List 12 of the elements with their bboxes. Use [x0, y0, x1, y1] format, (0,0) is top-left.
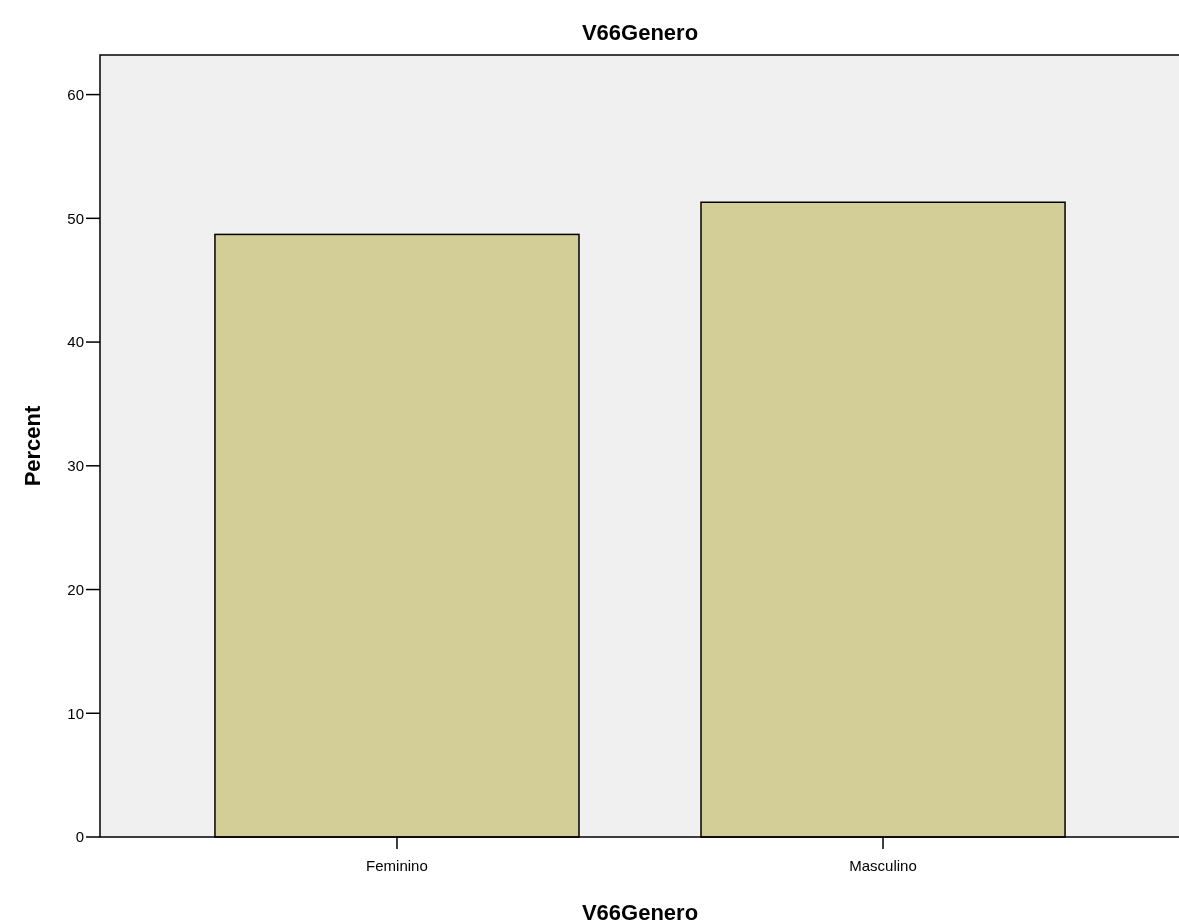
- y-tick-label: 60: [67, 85, 84, 103]
- y-tick-label: 20: [67, 580, 84, 598]
- x-axis-title: V66Genero: [581, 900, 699, 922]
- y-tick-label: 10: [67, 704, 84, 722]
- y-tick-label: 50: [67, 209, 84, 227]
- chart-title: V66Genero: [581, 20, 699, 45]
- y-tick-label: 40: [67, 333, 84, 351]
- x-tick-label: Feminino: [366, 857, 428, 874]
- y-tick-label: 0: [75, 828, 84, 846]
- y-tick-label: 30: [67, 457, 84, 475]
- y-axis-title: Percent: [20, 404, 45, 487]
- x-tick-label: Masculino: [849, 857, 917, 874]
